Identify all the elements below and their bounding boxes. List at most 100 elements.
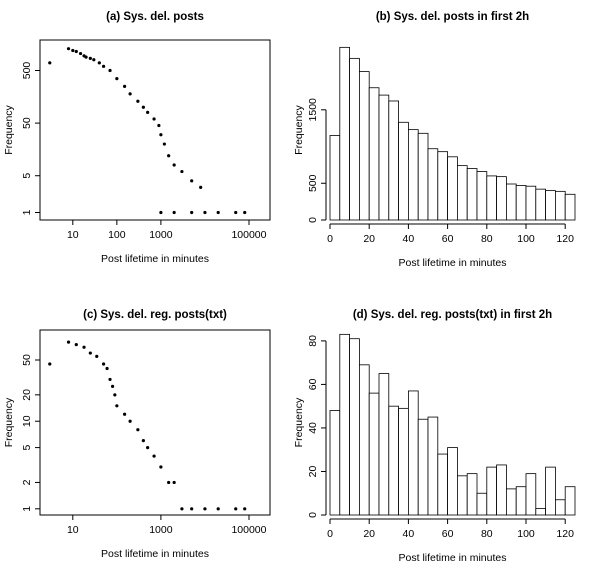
x-tick-label: 80: [481, 233, 493, 245]
histogram-bar: [535, 188, 546, 221]
y-tick-label: 1: [21, 209, 33, 215]
x-axis-label: Post lifetime in minutes: [399, 552, 507, 564]
data-point: [101, 362, 106, 366]
x-tick-label: 10: [67, 524, 79, 536]
data-point: [146, 445, 150, 450]
data-point: [243, 210, 247, 215]
y-tick-label: 1500: [307, 98, 319, 122]
histogram-bar: [407, 129, 419, 221]
data-point: [180, 169, 184, 174]
y-tick-label: 0: [307, 217, 319, 223]
x-tick-label: 100: [108, 229, 126, 241]
data-point: [190, 507, 194, 511]
data-point: [167, 154, 171, 158]
y-tick-label: 20: [307, 465, 319, 477]
histogram-bar: [407, 390, 419, 516]
histogram-bar: [349, 338, 360, 516]
y-tick-label: 5: [21, 445, 33, 451]
data-point: [203, 210, 207, 215]
point-series: [48, 47, 247, 215]
y-axis-label: Frequency: [3, 104, 15, 154]
data-point: [243, 507, 247, 511]
histogram-bar: [545, 190, 556, 221]
histogram-bar: [564, 486, 576, 516]
data-point: [190, 210, 194, 215]
data-point: [115, 404, 119, 408]
histogram-bar: [417, 418, 429, 516]
histogram-bar: [555, 190, 566, 221]
x-tick-label: 20: [363, 528, 375, 540]
x-axis-label: Post lifetime in minutes: [399, 257, 507, 269]
y-tick-label: 40: [307, 422, 319, 434]
data-point: [159, 210, 163, 215]
histogram-bar: [525, 473, 537, 516]
x-axis: 0 20 40 60 80 100 120 Post lifetime in minutes: [327, 518, 574, 564]
data-point: [128, 419, 132, 423]
data-point: [88, 351, 92, 355]
histogram-bar: [466, 473, 478, 516]
histogram-bar: [398, 407, 409, 516]
histogram-bar: [476, 171, 488, 221]
histogram-bar: [447, 447, 458, 516]
data-point: [113, 393, 117, 397]
data-point: [136, 99, 140, 103]
data-point: [159, 465, 163, 469]
histogram-bar: [505, 183, 517, 221]
data-point: [167, 480, 171, 485]
data-point: [216, 507, 220, 511]
histogram-bar: [456, 475, 468, 516]
y-tick-label: 80: [307, 335, 319, 347]
y-tick-label: 60: [307, 378, 319, 390]
panel-2: (b) Sys. del. posts in first 2h 0 20 40 60 80…: [293, 11, 576, 269]
data-point: [141, 439, 145, 443]
data-point: [110, 384, 115, 388]
data-point: [172, 163, 176, 167]
data-point: [82, 345, 86, 349]
histogram-bar: [329, 410, 341, 516]
data-point: [88, 56, 92, 60]
x-tick-label: 120: [556, 528, 574, 540]
data-point: [159, 133, 163, 137]
y-tick-label: 2: [21, 479, 33, 485]
chart-title: (d) Sys. del. reg. posts(txt) in first 2…: [353, 309, 552, 321]
x-tick-label: 0: [327, 528, 333, 540]
data-point: [78, 51, 83, 56]
histogram-bar: [525, 185, 537, 221]
x-tick-label: 1000: [149, 524, 173, 536]
x-axis: 10 100 1000 100000 Post lifetime in minutes: [40, 219, 270, 265]
histogram-bar: [505, 488, 517, 516]
data-point: [152, 454, 156, 458]
data-point: [190, 179, 194, 183]
histogram-bar: [437, 151, 448, 221]
data-point: [152, 117, 156, 121]
x-tick-label: 100000: [231, 524, 266, 536]
data-point: [123, 412, 127, 416]
histogram-bar: [535, 508, 546, 516]
histogram-bar: [496, 464, 507, 516]
y-tick-label: 5: [21, 173, 33, 179]
y-axis-label: Frequency: [293, 397, 305, 447]
panel-1: (a) Sys. del. posts 10 100 1000 100000 Post l…: [3, 11, 271, 265]
y-tick-label: 50: [21, 117, 33, 129]
bar-series: [329, 46, 576, 221]
histogram-bar: [466, 168, 478, 221]
histogram-bar: [564, 193, 576, 221]
data-point: [74, 342, 78, 347]
x-tick-label: 0: [327, 233, 333, 245]
data-point: [108, 377, 112, 382]
y-tick-label: 500: [307, 174, 319, 192]
y-axis: 0 20 40 60 80 Frequency: [293, 335, 327, 518]
histogram-bar: [555, 499, 566, 516]
histogram-bar: [388, 405, 399, 516]
histogram-bar: [515, 486, 527, 516]
histogram-bar: [339, 46, 350, 221]
data-point: [234, 210, 238, 215]
data-point: [48, 362, 52, 366]
chart-title: (b) Sys. del. posts in first 2h: [376, 11, 529, 23]
data-point: [172, 210, 176, 215]
x-tick-label: 80: [481, 528, 493, 540]
y-tick-label: 50: [21, 354, 33, 366]
x-tick-label: 20: [363, 233, 375, 245]
x-axis: 10 1000 100000 Post lifetime in minutes: [40, 514, 270, 560]
